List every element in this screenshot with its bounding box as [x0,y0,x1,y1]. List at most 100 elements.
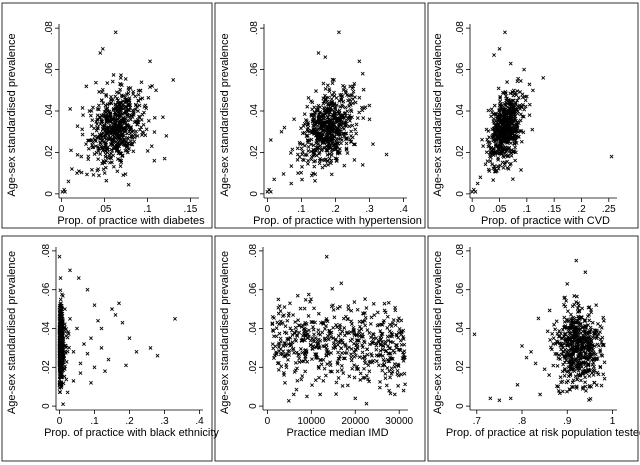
data-point [330,81,335,86]
data-point [337,111,342,116]
data-point [127,114,132,119]
x-tick-label: .15 [183,204,197,215]
data-point [502,148,507,153]
data-point [509,119,513,123]
data-point [152,158,157,163]
data-point [149,144,154,149]
y-tick-label: .02 [248,360,259,374]
data-point [116,109,121,114]
data-point [521,114,526,119]
data-point [69,148,73,153]
markers [265,30,389,194]
data-point [300,149,305,154]
y-axis-title: Age-sex standardised prevalence [432,33,444,196]
data-point [351,89,356,94]
data-point [499,119,504,124]
data-point [98,134,103,139]
data-point [519,129,524,133]
data-point [140,112,145,117]
data-point [94,119,99,124]
data-point [312,113,317,117]
data-point [144,106,149,111]
x-tick-label: 0 [265,204,271,215]
y-tick-label: .08 [455,21,466,35]
data-point [75,152,80,157]
data-point [311,171,315,176]
y-tick-label: .06 [44,62,55,76]
data-point [502,120,507,125]
x-tick-label: 0 [469,204,475,215]
data-point [88,113,93,118]
data-point [506,139,510,144]
data-point [367,117,372,122]
x-tick-label: .3 [365,204,374,215]
data-point [336,150,341,155]
data-point [488,140,492,145]
data-point [335,141,340,145]
data-point [96,157,101,162]
data-point [59,375,63,380]
data-point [118,81,122,86]
data-point [348,118,352,123]
x-axis-title: Prop. of practice with hypertension [253,215,422,227]
data-point [314,153,319,158]
data-point [112,112,117,117]
data-point [512,141,517,146]
data-point [498,143,503,148]
data-point [109,117,114,122]
data-point [488,147,493,151]
data-point [329,97,334,101]
data-point [75,171,79,176]
data-point [342,120,347,125]
data-point [129,113,134,118]
data-point [338,104,343,109]
x-tick-label: .15 [547,204,561,215]
y-tick-label: 0 [248,403,259,409]
data-point [302,112,307,117]
data-point [498,99,503,104]
data-point [342,163,347,168]
data-point [66,179,71,184]
data-point [505,80,510,84]
data-point [363,105,368,110]
y-tick-label: .02 [249,145,260,159]
data-point [121,106,126,111]
data-point [337,146,342,151]
data-point [341,88,346,92]
data-point [500,125,505,130]
data-point [101,167,106,172]
data-point [305,161,310,166]
data-point [499,115,504,119]
data-point [111,97,115,102]
data-point [352,81,357,86]
data-point [496,126,501,131]
data-point [120,154,125,158]
data-point [106,137,111,141]
data-point [505,122,510,127]
x-tick-label: 20000 [341,416,369,427]
data-point [121,102,126,107]
data-point [144,127,149,132]
data-point [521,130,526,135]
data-point [121,118,126,122]
y-tick-label: .04 [455,321,466,335]
y-axis-title: Age-sex standardised prevalence [6,33,18,196]
data-point [124,97,129,102]
data-point [116,151,121,156]
data-point [527,102,532,107]
x-tick-label: .4 [399,204,408,215]
data-point [300,164,304,169]
data-point [327,112,331,117]
data-point [487,169,492,173]
data-point [139,80,144,85]
data-point [124,108,129,113]
data-point [306,145,311,149]
data-point [118,164,123,169]
data-point [318,143,323,148]
data-point [507,98,512,103]
y-tick-label: .06 [249,62,260,76]
data-point [300,131,305,136]
data-point [120,135,125,140]
data-point [268,189,273,194]
data-point [516,76,521,81]
